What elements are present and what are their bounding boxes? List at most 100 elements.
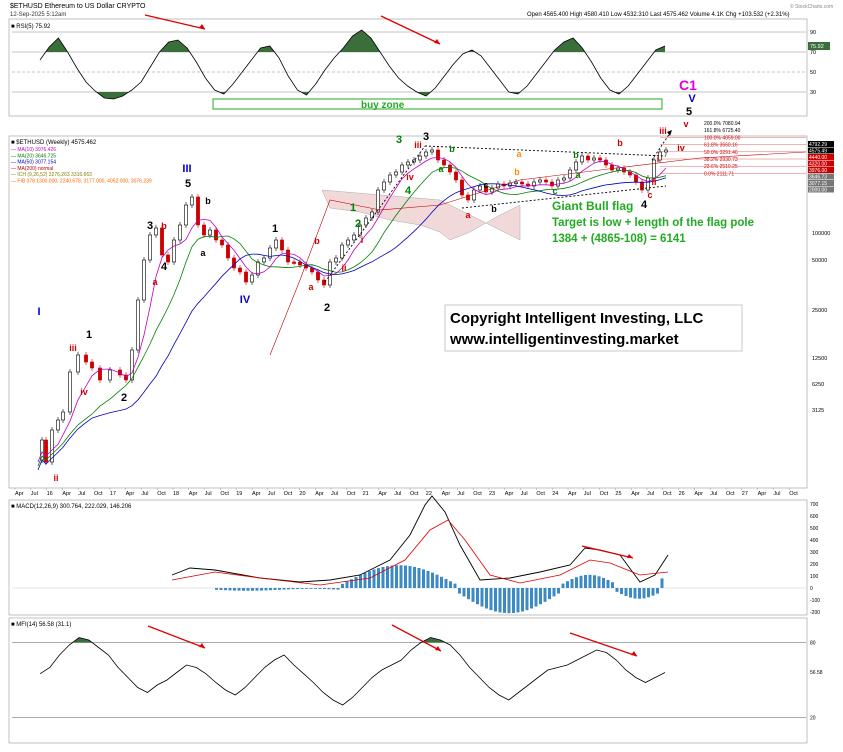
candle-body bbox=[490, 187, 494, 193]
macd-tick-label: 600 bbox=[810, 514, 819, 520]
candle-body bbox=[574, 161, 578, 171]
macd-panel-border bbox=[8, 499, 808, 616]
macd-histogram-bar bbox=[368, 571, 371, 588]
macd-histogram-bar bbox=[656, 588, 659, 594]
x-tick-label: Oct bbox=[726, 491, 735, 497]
price-badge bbox=[808, 154, 834, 160]
candle-body bbox=[394, 171, 398, 176]
macd-histogram-bar bbox=[336, 588, 340, 590]
candle-body bbox=[592, 157, 596, 161]
macd-histogram-bar bbox=[413, 566, 416, 588]
rsi-tick-label: 90 bbox=[810, 30, 816, 36]
wave-label: 5 bbox=[686, 106, 692, 118]
macd-histogram-bar bbox=[458, 588, 461, 594]
wave-label: III bbox=[182, 163, 191, 175]
candle-body bbox=[610, 164, 614, 171]
macd-histogram-bar bbox=[521, 588, 524, 612]
macd-histogram-bar bbox=[435, 574, 439, 588]
x-tick-label: Oct bbox=[157, 491, 166, 497]
wave-label: b bbox=[514, 167, 520, 177]
macd-histogram-bar bbox=[291, 588, 295, 590]
x-tick-label: 21 bbox=[363, 491, 369, 497]
wave-label: c bbox=[647, 190, 652, 200]
wave-label: c bbox=[552, 186, 557, 196]
candle-body bbox=[598, 157, 602, 161]
x-tick-label: Jul bbox=[647, 491, 654, 497]
macd-histogram-bar bbox=[219, 588, 223, 591]
mfi-group: 80 56.58 20 bbox=[12, 624, 823, 722]
macd-histogram-bar bbox=[404, 565, 407, 588]
legend-entry: — FIB 378 1300.000, 2240.678, 3177.000, … bbox=[11, 179, 152, 185]
candle-body bbox=[538, 179, 542, 183]
fib-label: 161.8% 6725.40 bbox=[704, 128, 741, 134]
wave-label: 1 bbox=[350, 202, 356, 214]
macd-histogram-bar bbox=[422, 569, 425, 588]
flag-target: Target is low + length of the flag pole bbox=[552, 217, 754, 229]
wave-label: V bbox=[688, 93, 696, 105]
wave-label: iv bbox=[406, 172, 414, 182]
wave-label: i bbox=[361, 235, 364, 245]
wave-label: iii bbox=[69, 343, 77, 353]
macd-histogram-bar bbox=[588, 574, 592, 588]
macd-histogram-bar bbox=[440, 576, 443, 588]
wave-label: iii bbox=[414, 140, 422, 150]
price-title: ■ $ETHUSD (Weekly) 4575.462 bbox=[11, 140, 97, 146]
candle-body bbox=[346, 239, 350, 246]
rsi-current-value: 75.92 bbox=[810, 44, 824, 50]
candle-body bbox=[376, 189, 380, 213]
wave-label: a bbox=[438, 164, 444, 174]
price-badge-value: 4575.49 bbox=[809, 149, 827, 155]
macd-histogram-bar bbox=[606, 579, 610, 588]
x-tick-label: Jul bbox=[31, 491, 38, 497]
macd-histogram-bar bbox=[345, 581, 349, 588]
price-badge bbox=[808, 160, 834, 167]
provider-note: © StockCharts.com bbox=[790, 3, 833, 10]
fib-label: 50.0% 3291.46 bbox=[704, 150, 738, 156]
x-tick-label: Oct bbox=[536, 491, 545, 497]
mfi-panel-border bbox=[8, 617, 808, 744]
macd-histogram-bar bbox=[381, 567, 385, 588]
wave-label: a bbox=[308, 282, 314, 292]
price-badge-value: 4440.00 bbox=[809, 155, 827, 161]
wave-label: 3 bbox=[147, 220, 153, 232]
macd-histogram-bar bbox=[282, 588, 286, 590]
macd-tick-label: 200 bbox=[810, 562, 819, 568]
macd-histogram-bar bbox=[444, 578, 448, 588]
candle-body bbox=[214, 229, 218, 241]
rsi-tick-label: 50 bbox=[810, 70, 816, 76]
legend-entry: — MA(10) 3976.426 bbox=[11, 147, 56, 153]
rsi-group: 90 70 50 30 75.92 bbox=[12, 14, 830, 100]
macd-histogram-bar bbox=[597, 576, 601, 588]
macd-histogram-bar bbox=[332, 588, 335, 590]
wave-label: 2 bbox=[121, 392, 127, 404]
macd-histogram-bar bbox=[561, 583, 565, 588]
price-badge-value: 3646.73 bbox=[809, 175, 827, 181]
macd-histogram-bar bbox=[318, 588, 322, 589]
macd-histogram-bar bbox=[390, 565, 394, 588]
candle-body bbox=[76, 354, 80, 373]
arrow-head bbox=[435, 646, 441, 651]
wave-label: 4 bbox=[405, 185, 412, 197]
buy-zone-box bbox=[212, 98, 663, 110]
wave-label: 3 bbox=[423, 131, 429, 143]
fib-label: 200.0% 7080.94 bbox=[704, 121, 741, 127]
x-tick-label: Oct bbox=[284, 491, 293, 497]
x-tick-label: 18 bbox=[173, 491, 179, 497]
candle-body bbox=[160, 227, 164, 256]
arrow-head bbox=[199, 643, 205, 648]
rsi-line bbox=[39, 29, 666, 100]
x-tick-label: Apr bbox=[378, 491, 387, 497]
candle-body bbox=[586, 155, 590, 161]
macd-histogram-bar bbox=[633, 588, 637, 599]
price-badge-value: 3077.15 bbox=[809, 181, 827, 187]
date-line: 12-Sep-2025 5:12am bbox=[10, 12, 66, 18]
macd-histogram-bar bbox=[224, 588, 227, 591]
macd-histogram-bar bbox=[584, 574, 587, 588]
macd-histogram-bar bbox=[426, 570, 430, 588]
x-tick-label: 26 bbox=[679, 491, 685, 497]
macd-histogram-bar bbox=[341, 583, 344, 588]
flag-title: Giant Bull flag bbox=[552, 199, 633, 213]
x-tick-label: Apr bbox=[315, 491, 324, 497]
candle-body bbox=[460, 179, 464, 196]
divergence-arrow bbox=[380, 15, 441, 45]
